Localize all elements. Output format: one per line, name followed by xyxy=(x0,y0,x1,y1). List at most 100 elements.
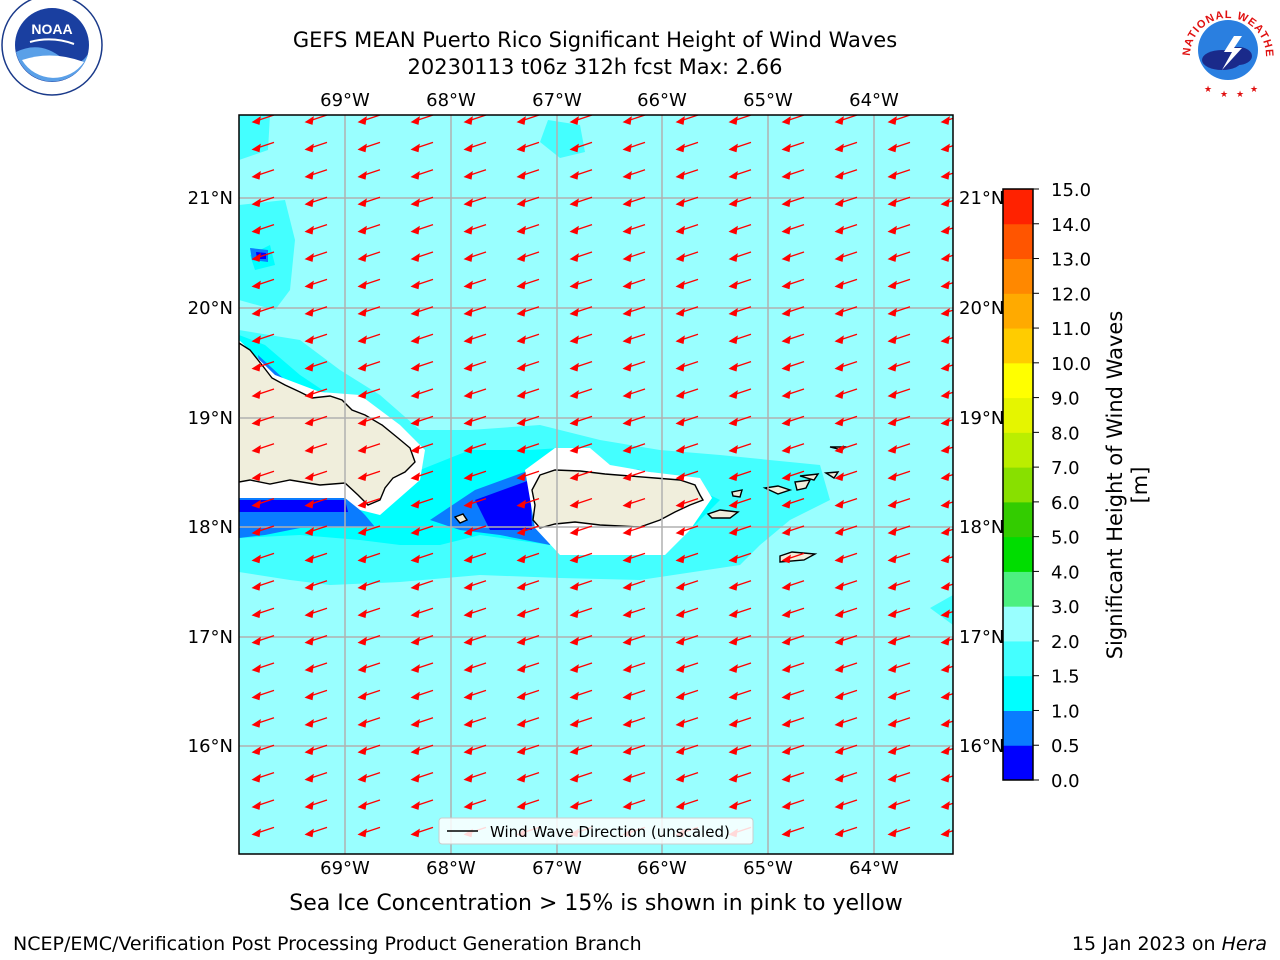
wave-arrow-head xyxy=(304,581,314,591)
colorbar-tick-label: 7.0 xyxy=(1051,458,1080,479)
wave-arrow-head xyxy=(463,691,473,701)
wave-arrow-head xyxy=(304,718,314,728)
wave-arrow-head xyxy=(622,527,632,536)
wave-arrow-head xyxy=(622,198,632,208)
colorbar-tick-label: 4.0 xyxy=(1051,562,1080,583)
wave-arrow-head xyxy=(516,390,526,399)
wave-arrow-head xyxy=(834,691,844,701)
wave-arrow-head xyxy=(940,828,950,838)
lat-tick-right: 16°N xyxy=(959,736,1004,757)
wave-arrow-head xyxy=(410,691,420,701)
wave-arrow-head xyxy=(569,362,579,372)
wave-arrow-head xyxy=(781,390,791,399)
wave-arrow-head xyxy=(728,116,738,125)
wave-arrow-head xyxy=(251,527,261,536)
wave-arrow-head xyxy=(781,718,791,728)
colorbar-frame xyxy=(1002,188,1034,781)
wave-arrow-head xyxy=(463,362,473,372)
wave-arrow-head xyxy=(410,527,420,536)
wave-arrow-head xyxy=(410,307,420,317)
wave-arrow-head xyxy=(834,417,844,427)
wave-arrow-head xyxy=(569,143,579,153)
wave-arrow-head xyxy=(357,116,367,125)
wave-arrow-head xyxy=(569,280,579,290)
wave-arrow-head xyxy=(251,746,261,756)
wave-arrow-head xyxy=(781,225,791,235)
wave-arrow-head xyxy=(304,198,314,208)
wave-arrow-head xyxy=(516,417,526,427)
wave-arrow-head xyxy=(728,609,738,619)
wave-arrow-head xyxy=(781,664,791,673)
wave-arrow-head xyxy=(463,773,473,783)
wave-arrow-head xyxy=(781,417,791,427)
wave-arrow-head xyxy=(357,253,367,262)
wave-arrow-head xyxy=(728,527,738,536)
wave-arrow-head xyxy=(622,664,632,673)
wave-arrow-head xyxy=(357,225,367,235)
wave-arrow-head xyxy=(622,773,632,783)
wave-arrow-head xyxy=(463,554,473,564)
wave-arrow-head xyxy=(251,554,261,564)
wave-arrow-head xyxy=(940,362,950,372)
wave-arrow-head xyxy=(410,746,420,756)
wave-arrow-head xyxy=(622,554,632,564)
wave-arrow-head xyxy=(940,527,950,536)
wave-arrow-head xyxy=(304,307,314,317)
wave-arrow-head xyxy=(940,609,950,619)
wave-arrow-head xyxy=(569,773,579,783)
wave-arrow-head xyxy=(675,636,685,646)
wave-arrow-head xyxy=(834,280,844,290)
wave-arrow-head xyxy=(357,828,367,838)
wave-arrow-head xyxy=(463,335,473,345)
wave-arrow-head xyxy=(251,664,261,673)
wave-arrow-head xyxy=(940,664,950,673)
tortola xyxy=(799,473,820,481)
wave-arrow-head xyxy=(463,609,473,619)
colorbar-tick-label: 12.0 xyxy=(1051,284,1091,305)
wave-arrow-head xyxy=(834,746,844,756)
wave-arrow-head xyxy=(622,143,632,153)
wave-arrow-head xyxy=(940,746,950,756)
wave-arrow-head xyxy=(516,801,526,810)
wave-arrow-head xyxy=(410,253,420,262)
wave-arrow-head xyxy=(357,718,367,728)
wave-arrow-head xyxy=(357,444,367,454)
colorbar-swatch xyxy=(1003,293,1033,329)
wave-arrow-head xyxy=(304,253,314,262)
wave-arrow-head xyxy=(728,198,738,208)
colorbar-tick-label: 13.0 xyxy=(1051,250,1091,271)
wave-arrow-head xyxy=(940,718,950,728)
wave-arrow-head xyxy=(622,362,632,372)
wave-arrow-head xyxy=(304,828,314,838)
colorbar-swatch xyxy=(1003,258,1033,294)
wave-arrow-head xyxy=(675,801,685,810)
wave-arrow-head xyxy=(622,116,632,125)
wave-arrow-head xyxy=(569,472,579,482)
wave-arrow-head xyxy=(569,170,579,180)
wave-arrow-head xyxy=(516,225,526,235)
wave-arrow-head xyxy=(728,801,738,810)
lat-tick-labels-right: 21°N 20°N 19°N 18°N 17°N 16°N xyxy=(955,180,1004,770)
wave-arrow-head xyxy=(251,636,261,646)
wave-arrow-head xyxy=(940,773,950,783)
lat-tick-left: 21°N xyxy=(188,188,233,209)
wave-arrow-head xyxy=(410,362,420,372)
wave-arrow-head xyxy=(463,390,473,399)
wave-arrow-head xyxy=(251,390,261,399)
wave-arrow-head xyxy=(622,390,632,399)
wave-arrow-head xyxy=(569,390,579,399)
colorbar-tick-label: 10.0 xyxy=(1051,354,1091,375)
st-john xyxy=(794,479,812,491)
wave-arrow-head xyxy=(357,499,367,509)
wave-arrow-head xyxy=(569,581,579,591)
footer-credit: NCEP/EMC/Verification Post Processing Pr… xyxy=(13,933,642,955)
wave-arrow-head xyxy=(887,280,897,290)
svg-text:★: ★ xyxy=(1220,90,1228,100)
wave-arrow-head xyxy=(463,143,473,153)
map-area xyxy=(239,115,953,854)
wave-arrow-head xyxy=(728,225,738,235)
wave-arrow-head xyxy=(675,554,685,564)
wave-arrow-head xyxy=(410,664,420,673)
wave-arrow-head xyxy=(940,143,950,153)
wave-arrow-head xyxy=(569,253,579,262)
